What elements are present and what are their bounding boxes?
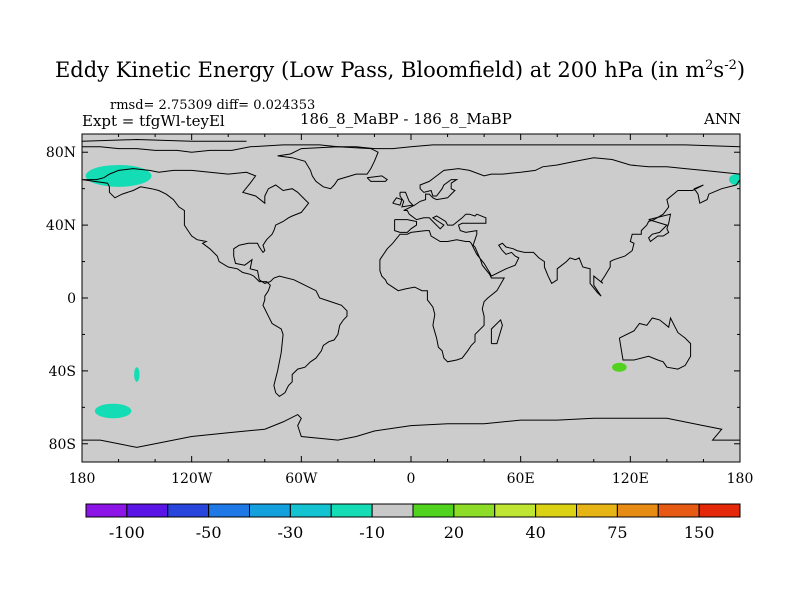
y-tick-label: 80S <box>49 437 76 453</box>
colorbar-box-2 <box>167 503 210 518</box>
x-tick-label: 180 <box>69 471 96 487</box>
anomaly-blob-2 <box>134 367 140 382</box>
coastline-0 <box>82 144 740 153</box>
colorbar-box-0 <box>85 503 128 518</box>
x-tick-label: 0 <box>407 471 416 487</box>
x-tick-label: 60E <box>507 471 535 487</box>
coastline-2 <box>82 168 348 398</box>
x-tick-label: 180 <box>727 471 754 487</box>
coastline-13 <box>82 413 740 448</box>
colorbar-box-7 <box>371 503 414 518</box>
colorbar-label: 40 <box>525 523 545 542</box>
anomaly-blob-0 <box>85 164 152 187</box>
coastline-7 <box>394 219 417 233</box>
coastline-8 <box>403 157 740 215</box>
colorbar-box-15 <box>698 503 741 518</box>
colorbar-label: 20 <box>444 523 464 542</box>
coastline-11 <box>618 316 692 370</box>
colorbar-box-6 <box>330 503 373 518</box>
colorbar-box-12 <box>576 503 618 518</box>
colorbar-box-13 <box>616 503 659 518</box>
coastline-1 <box>82 138 247 142</box>
colorbar-box-11 <box>535 503 577 518</box>
colorbar-box-14 <box>657 503 700 518</box>
colorbar-label: 75 <box>607 523 627 542</box>
map-background <box>82 134 740 462</box>
coastline-6 <box>392 197 403 206</box>
colorbar-box-10 <box>494 503 537 518</box>
colorbar-box-9 <box>453 503 496 518</box>
season-label: ANN <box>704 110 742 128</box>
coastline-5 <box>399 191 414 208</box>
colorbar-label: -30 <box>277 523 303 542</box>
y-tick-label: 0 <box>67 291 76 307</box>
anomaly-blob-1 <box>729 174 740 186</box>
colorbar-label: -100 <box>109 523 145 542</box>
coastline-12 <box>647 213 672 243</box>
chart-title: Eddy Kinetic Energy (Low Pass, Bloomfiel… <box>54 58 746 82</box>
anomaly-blob-4 <box>612 362 627 372</box>
x-tick-label: 60W <box>285 471 318 487</box>
colorbar-label: -10 <box>359 523 385 542</box>
coastline-10 <box>490 318 503 345</box>
expt-label: Expt = tfgWl-teyEl <box>82 112 225 130</box>
colorbar-box-1 <box>126 503 169 518</box>
colorbar-box-4 <box>249 503 291 518</box>
colorbar-box-8 <box>412 503 455 518</box>
anomaly-blob-3 <box>94 403 132 419</box>
coastline-3 <box>277 146 379 190</box>
colorbar-label: -50 <box>196 523 222 542</box>
case-label: 186_8_MaBP - 186_8_MaBP <box>300 110 512 128</box>
x-tick-label: 120W <box>171 471 213 487</box>
y-tick-label: 40S <box>49 364 76 380</box>
y-tick-label: 80N <box>46 145 76 161</box>
colorbar-label: 150 <box>684 523 715 542</box>
x-tick-label: 120E <box>612 471 649 487</box>
colorbar-box-5 <box>289 503 332 518</box>
colorbar-box-3 <box>208 503 250 518</box>
coastline-9 <box>379 179 740 363</box>
stats-label: rmsd= 2.75309 diff= 0.024353 <box>110 98 316 113</box>
y-tick-label: 40N <box>46 218 76 234</box>
coastline-4 <box>366 175 388 182</box>
